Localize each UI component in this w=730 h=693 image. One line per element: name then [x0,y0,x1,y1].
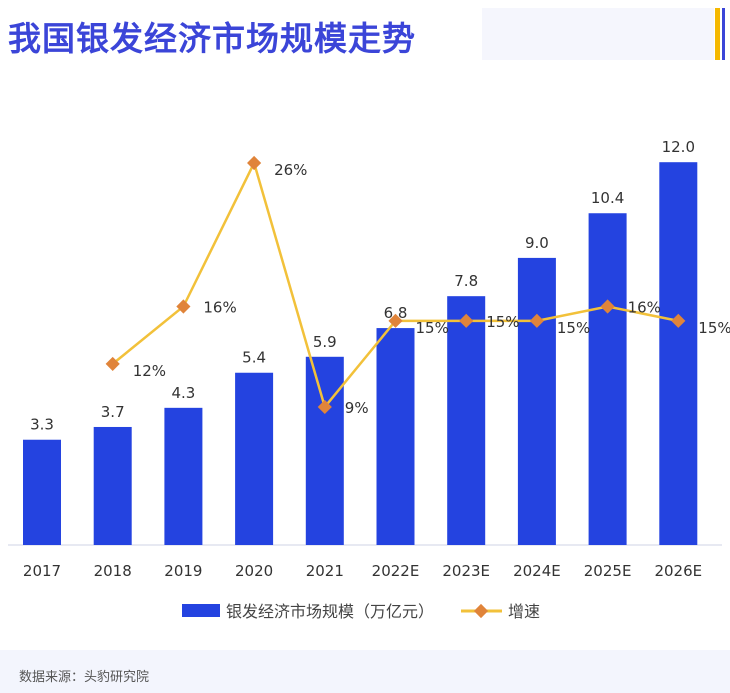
bar-label: 5.4 [242,349,266,367]
growth-label: 15% [698,319,730,337]
bar-label: 6.8 [384,304,408,322]
x-tick-label: 2018 [94,562,132,580]
x-tick-label: 2024E [513,562,561,580]
x-tick-label: 2019 [164,562,202,580]
title-accent-bar-blue [722,8,725,60]
bar-label: 3.7 [101,403,125,421]
page-title: 我国银发经济市场规模走势 [8,19,416,58]
title-accent-bar [715,8,720,60]
x-tick-label: 2026E [654,562,702,580]
bar-label: 5.9 [313,333,337,351]
bar-label: 9.0 [525,234,549,252]
growth-marker [176,299,191,314]
bar [235,372,274,545]
bar [517,257,556,545]
legend-bar-swatch [182,604,220,617]
x-tick-label: 2022E [372,562,420,580]
growth-marker [247,155,262,171]
bar [447,296,486,545]
title-decoration [482,8,714,60]
legend-bar-label: 银发经济市场规模（万亿元） [226,602,434,621]
x-tick-label: 2023E [442,562,490,580]
bar [93,426,132,545]
x-tick-label: 2021 [306,562,344,580]
bar-label: 7.8 [454,272,478,290]
bar-label: 3.3 [30,416,54,434]
bar [305,356,344,545]
growth-label: 15% [486,313,519,331]
growth-marker [671,313,686,328]
bar [659,162,698,545]
bar-label: 4.3 [171,384,195,402]
bar [376,328,415,545]
growth-marker [529,313,544,328]
x-tick-label: 2020 [235,562,273,580]
growth-label: 26% [274,161,307,179]
x-tick-label: 2017 [23,562,61,580]
growth-marker [317,399,332,415]
growth-marker [105,356,120,371]
bar-label: 12.0 [662,138,695,156]
bar [588,213,627,546]
bar [23,439,61,545]
growth-label: 12% [133,362,166,380]
growth-label: 16% [203,299,236,317]
bar-label: 10.4 [591,189,624,207]
growth-marker [600,299,615,314]
chart: 3.3 2017 3.7 2018 4.3 2019 5.4 2020 5.9 2021 6.8 20… [8,138,730,621]
growth-label: 15% [416,319,449,337]
footer [0,650,730,693]
legend-line-label: 增速 [508,602,540,621]
growth-label: 15% [557,319,590,337]
legend-line-marker [473,603,489,619]
data-source: 数据来源：头豹研究院 [19,670,150,685]
growth-marker [459,313,474,328]
growth-label: 16% [628,299,661,317]
growth-marker [388,313,403,328]
growth-label: 9% [345,399,369,417]
bar [164,407,203,545]
x-tick-label: 2025E [584,562,632,580]
